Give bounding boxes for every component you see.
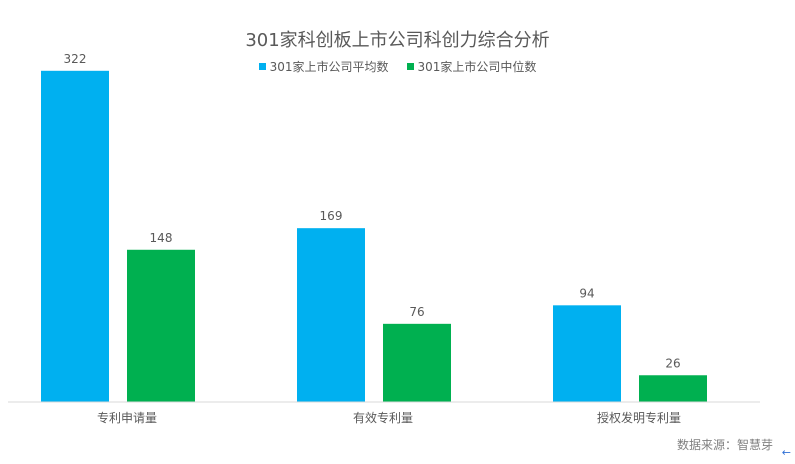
bar-average-0 (41, 70, 109, 403)
x-tick-label-0: 专利申请量 (97, 410, 157, 425)
bar-average-2 (553, 305, 621, 402)
legend: 301家上市公司平均数 301家上市公司中位数 (0, 58, 795, 75)
chart-title: 301家科创板上市公司科创力综合分析 (245, 30, 550, 51)
data-label-average-1: 169 (320, 209, 343, 223)
data-label-median-1: 76 (409, 305, 424, 319)
x-tick-label-2: 授权发明专利量 (597, 410, 681, 425)
data-label-median-2: 26 (665, 356, 680, 370)
bar-median-0 (127, 249, 195, 402)
data-source-note: 数据来源：智慧芽 (676, 438, 773, 452)
legend-label-average: 301家上市公司平均数 (269, 60, 389, 74)
data-label-median-0: 148 (150, 231, 173, 245)
data-label-average-0: 322 (64, 52, 87, 66)
data-label-average-2: 94 (579, 286, 594, 300)
bar-median-2 (639, 375, 707, 402)
bar-median-1 (383, 323, 451, 402)
legend-item-average: 301家上市公司平均数 (258, 58, 389, 75)
back-arrow-icon[interactable]: ← (781, 446, 791, 459)
legend-swatch-median (406, 63, 414, 70)
x-tick-label-1: 有效专利量 (353, 410, 413, 425)
bar-average-1 (297, 228, 365, 402)
legend-label-median: 301家上市公司中位数 (417, 60, 537, 74)
legend-swatch-average (258, 63, 266, 70)
legend-item-median: 301家上市公司中位数 (406, 58, 537, 75)
